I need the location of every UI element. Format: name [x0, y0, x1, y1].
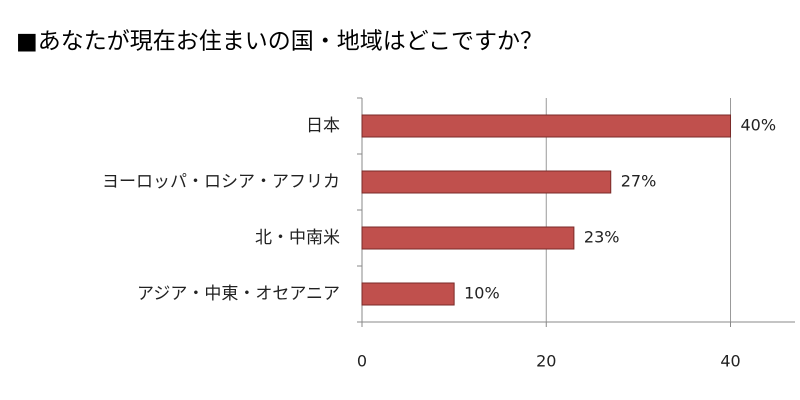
bar [361, 114, 732, 138]
x-tick-label: 20 [536, 352, 556, 371]
y-tick-label: 北・中南米 [255, 228, 340, 248]
y-tick-label: アジア・中東・オセアニア [137, 284, 340, 304]
chart-title: ■あなたが現在お住まいの国・地域はどこですか？ [16, 29, 543, 55]
x-tick-label: 0 [357, 352, 367, 371]
x-tick-label: 40 [720, 352, 740, 371]
data-label: 27% [621, 172, 657, 191]
data-label: 10% [464, 284, 500, 303]
data-label: 23% [584, 228, 620, 247]
data-label: 40% [741, 116, 777, 135]
bar [361, 170, 612, 194]
y-tick-label: ヨーロッパ・ロシア・アフリカ [102, 172, 340, 192]
y-tick-label: 日本 [306, 116, 340, 136]
bar [361, 282, 455, 306]
bar [361, 226, 575, 250]
